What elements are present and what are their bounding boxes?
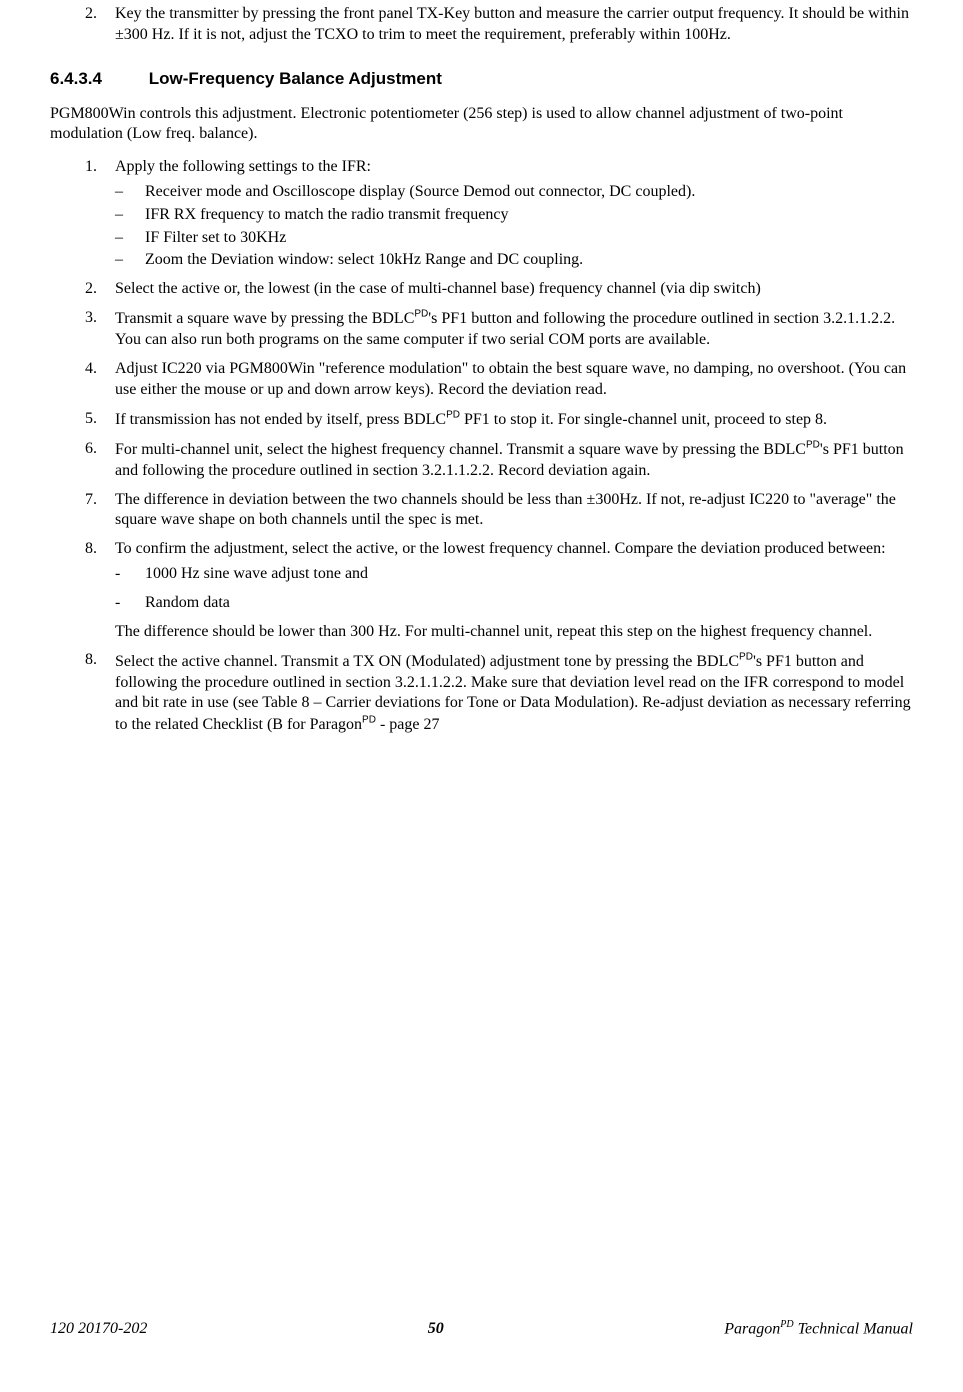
list-text: Select the active channel. Transmit a TX… — [115, 653, 911, 734]
list-item: 3. Transmit a square wave by pressing the… — [50, 308, 913, 351]
list-number: 7. — [85, 490, 97, 511]
section-title: Low-Frequency Balance Adjustment — [149, 69, 442, 88]
list-number: 4. — [85, 359, 97, 380]
sub-list-text: Receiver mode and Oscilloscope display (… — [145, 183, 695, 200]
sub-list-item: – Zoom the Deviation window: select 10kHz… — [115, 250, 913, 271]
list-item: 8. To confirm the adjustment, select the … — [50, 539, 913, 642]
prior-list: 2. Key the transmitter by pressing the f… — [50, 4, 913, 46]
footer-right: ParagonPD Technical Manual — [724, 1318, 913, 1340]
dash-bullet: – — [115, 205, 123, 226]
list-text: The difference in deviation between the … — [115, 491, 896, 529]
list-number: 1. — [85, 157, 97, 178]
section-number: 6.4.3.4 — [50, 68, 144, 90]
follow-text: The difference should be lower than 300 … — [115, 622, 913, 643]
sub-list-item: – IFR RX frequency to match the radio tra… — [115, 205, 913, 226]
sub-list: - 1000 Hz sine wave adjust tone and - Rando… — [115, 564, 913, 614]
dash-bullet: – — [115, 182, 123, 203]
dash-bullet: - — [115, 593, 120, 614]
list-item: 6. For multi-channel unit, select the hig… — [50, 439, 913, 482]
footer-right-pre: Paragon — [724, 1320, 780, 1337]
superscript: PD — [414, 309, 428, 320]
dash-bullet: – — [115, 250, 123, 271]
footer-page-number: 50 — [428, 1319, 444, 1340]
superscript: PD — [446, 410, 460, 421]
list-text: If transmission has not ended by itself,… — [115, 411, 827, 428]
list-number: 2. — [85, 4, 97, 25]
superscript: PD — [362, 715, 376, 726]
list-item: 1. Apply the following settings to the IF… — [50, 157, 913, 271]
sub-list-item: – IF Filter set to 30KHz — [115, 228, 913, 249]
list-number: 6. — [85, 439, 97, 460]
list-text: Select the active or, the lowest (in the… — [115, 280, 761, 297]
sub-list-text: 1000 Hz sine wave adjust tone and — [145, 565, 368, 582]
list-item: 7. The difference in deviation between th… — [50, 490, 913, 532]
footer-left: 120 20170-202 — [50, 1319, 147, 1340]
list-text: For multi-channel unit, select the highe… — [115, 441, 904, 479]
page-footer: 120 20170-202 50 ParagonPD Technical Man… — [50, 1318, 913, 1340]
dash-bullet: – — [115, 228, 123, 249]
sub-list-item: - 1000 Hz sine wave adjust tone and — [115, 564, 913, 585]
list-number: 5. — [85, 409, 97, 430]
list-item: 4. Adjust IC220 via PGM800Win "reference … — [50, 359, 913, 401]
sub-list-text: IF Filter set to 30KHz — [145, 229, 286, 246]
sub-list: – Receiver mode and Oscilloscope display … — [115, 182, 913, 271]
footer-right-post: Technical Manual — [794, 1320, 913, 1337]
list-text: Adjust IC220 via PGM800Win "reference mo… — [115, 360, 906, 398]
sub-list-text: Zoom the Deviation window: select 10kHz … — [145, 251, 583, 268]
footer-right-sup: PD — [780, 1319, 793, 1330]
intro-paragraph: PGM800Win controls this adjustment. Elec… — [50, 104, 913, 146]
sub-list-item: - Random data — [115, 593, 913, 614]
list-number: 8. — [85, 539, 97, 560]
sub-list-text: IFR RX frequency to match the radio tran… — [145, 206, 508, 223]
superscript: PD — [806, 440, 820, 451]
list-text: To confirm the adjustment, select the ac… — [115, 540, 886, 557]
list-item: 8. Select the active channel. Transmit a … — [50, 650, 913, 736]
list-number: 8. — [85, 650, 97, 671]
sub-list-item: – Receiver mode and Oscilloscope display … — [115, 182, 913, 203]
list-number: 3. — [85, 308, 97, 329]
list-item: 2. Select the active or, the lowest (in t… — [50, 279, 913, 300]
dash-bullet: - — [115, 564, 120, 585]
list-number: 2. — [85, 279, 97, 300]
list-text: Key the transmitter by pressing the fron… — [115, 5, 909, 43]
steps-list: 1. Apply the following settings to the IF… — [50, 157, 913, 736]
list-text: Transmit a square wave by pressing the B… — [115, 310, 895, 348]
sub-list-text: Random data — [145, 594, 230, 611]
list-item: 2. Key the transmitter by pressing the f… — [50, 4, 913, 46]
superscript: PD — [739, 651, 753, 662]
section-heading: 6.4.3.4 Low-Frequency Balance Adjustment — [50, 68, 913, 90]
list-item: 5. If transmission has not ended by itsel… — [50, 409, 913, 431]
list-text: Apply the following settings to the IFR: — [115, 158, 371, 175]
